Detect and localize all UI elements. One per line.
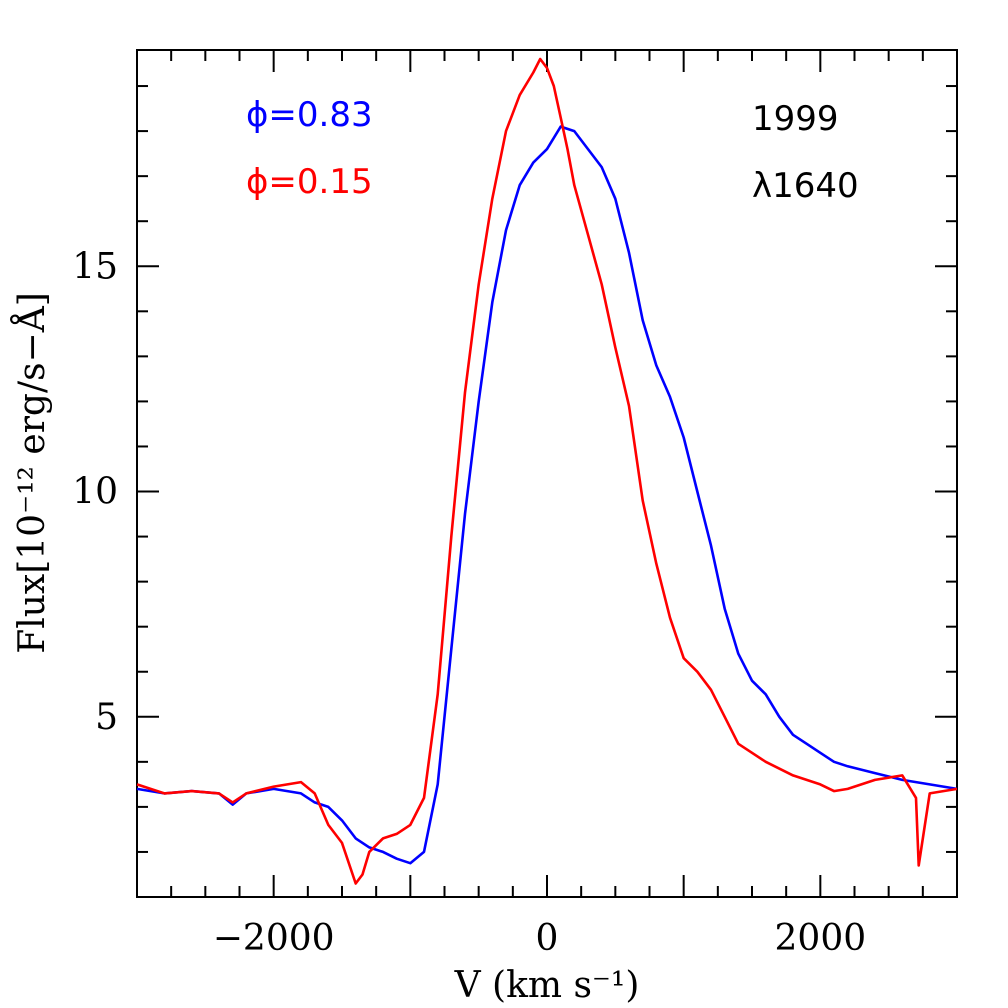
- y-axis-label: Flux[10⁻¹² erg/s−Å]: [11, 292, 53, 654]
- y-tick-label: 15: [72, 246, 118, 287]
- x-axis-label: V (km s⁻¹): [454, 965, 640, 1006]
- annotation-year: 1999: [752, 99, 839, 139]
- x-tick-label: −2000: [213, 918, 335, 959]
- x-tick-label: 2000: [775, 918, 867, 959]
- series-line-phase-0-15: [136, 57, 958, 885]
- series-line-phase-0-83: [136, 125, 958, 865]
- axis-tick-labels: −2000 0 2000 5 10 15: [72, 246, 866, 959]
- x-tick-label: 0: [536, 918, 559, 959]
- series-layer: [136, 57, 958, 885]
- legend-entry-phase-0-83: ϕ=0.83: [246, 95, 373, 135]
- y-tick-label: 5: [95, 697, 118, 738]
- axis-ticks: [136, 50, 958, 897]
- y-tick-label: 10: [72, 472, 118, 513]
- annotation-wavelength: λ1640: [752, 166, 859, 206]
- legend-entry-phase-0-15: ϕ=0.15: [246, 162, 373, 202]
